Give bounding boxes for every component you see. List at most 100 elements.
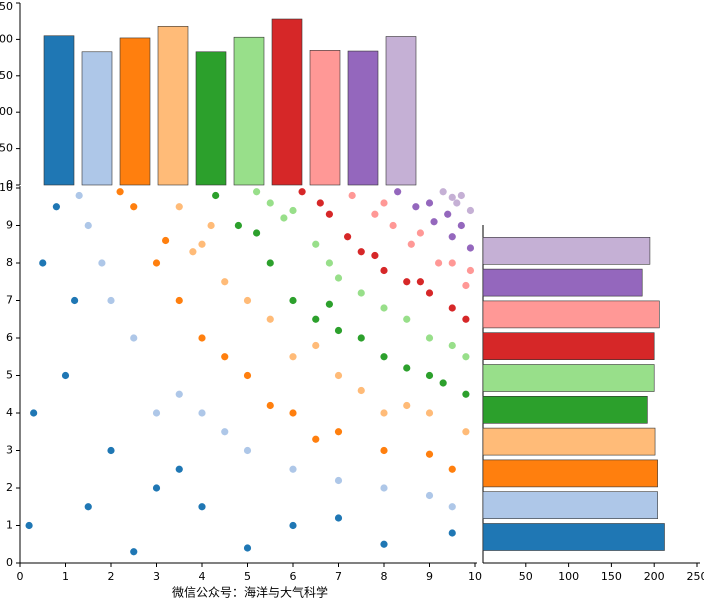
scatter-point (116, 188, 124, 196)
scatter-point (152, 409, 161, 417)
scatter-point (61, 371, 70, 380)
scatter-point (403, 315, 411, 323)
scatter-point (435, 259, 443, 267)
scatter-point (243, 371, 252, 380)
x-tick-label: 0 (17, 570, 24, 583)
scatter-point (444, 210, 452, 218)
scatter-point (325, 300, 333, 308)
scatter-point (130, 334, 138, 342)
scatter-point (266, 315, 274, 323)
scatter-point (334, 326, 343, 335)
scatter-point (457, 191, 465, 200)
bar (482, 332, 655, 361)
scatter-point (462, 428, 470, 436)
x-tick-label: 150 (601, 570, 622, 583)
scatter-point (234, 221, 242, 230)
scatter-point (457, 221, 465, 230)
bar (119, 37, 151, 186)
scatter-point (84, 503, 92, 511)
x-tick-label: 2 (108, 570, 115, 583)
scatter-point (448, 259, 456, 267)
scatter-point (25, 521, 33, 530)
scatter-point (107, 296, 115, 305)
scatter-point (453, 199, 461, 207)
scatter-point (198, 503, 206, 511)
scatter-point (412, 203, 420, 211)
scatter-point (403, 278, 411, 286)
scatter-point (312, 435, 320, 443)
scatter-point (466, 244, 475, 252)
x-tick-label: 200 (644, 570, 665, 583)
x-tick-label: 100 (558, 570, 579, 583)
bar (482, 523, 665, 551)
scatter-point (357, 289, 365, 297)
bar (43, 35, 75, 186)
y-tick-label: 4 (6, 406, 13, 419)
scatter-point (312, 240, 320, 248)
scatter-point (289, 296, 297, 305)
scatter-point (380, 199, 388, 207)
scatter-point (221, 278, 229, 286)
y-tick-label: 8 (6, 256, 13, 269)
scatter-point (380, 266, 388, 275)
scatter-point (462, 353, 470, 361)
bar (482, 364, 655, 392)
bar (385, 36, 417, 186)
scatter-point (448, 341, 456, 350)
scatter-point (325, 210, 333, 218)
scatter-point (380, 540, 388, 548)
y-tick-label: 3 (6, 444, 13, 457)
scatter-point (448, 233, 456, 241)
scatter-point (380, 446, 388, 455)
scatter-point (448, 193, 456, 201)
scatter-point (39, 259, 47, 267)
scatter-point (357, 334, 365, 342)
scatter-point (425, 289, 434, 297)
scatter-point (289, 521, 297, 530)
bar (482, 268, 643, 297)
bar (482, 237, 651, 265)
x-tick-label: 5 (244, 570, 251, 583)
scatter-point (325, 259, 333, 267)
y-tick-label: 200 (0, 32, 13, 45)
y-tick-label: 10 (0, 181, 13, 194)
bar (482, 459, 658, 488)
scatter-point (448, 529, 456, 537)
caption: 微信公众号：海洋与大气科学 (172, 585, 328, 600)
scatter-point (221, 353, 229, 361)
y-tick-label: 9 (6, 219, 13, 232)
scatter-point (289, 353, 297, 361)
scatter-point (394, 188, 402, 196)
scatter-point (107, 446, 115, 455)
y-tick-label: 150 (0, 69, 13, 82)
x-tick-label: 1 (62, 570, 69, 583)
scatter-point (462, 390, 470, 398)
scatter-point (243, 446, 252, 455)
x-tick-label: 6 (290, 570, 297, 583)
bar (482, 491, 658, 520)
x-tick-label: 3 (153, 570, 160, 583)
bar (157, 25, 189, 186)
scatter-point (175, 465, 183, 473)
scatter-point (425, 199, 434, 207)
bar (347, 50, 379, 186)
scatter-point (334, 476, 343, 485)
scatter-point (371, 210, 379, 218)
scatter-point (448, 503, 456, 511)
x-tick-label: 250 (687, 570, 704, 583)
scatter-point (425, 450, 434, 458)
x-tick-label: 8 (381, 570, 388, 583)
scatter-point (357, 386, 365, 395)
y-tick-label: 50 (0, 142, 13, 155)
x-tick-label: 4 (199, 570, 206, 583)
scatter-point (334, 274, 343, 282)
scatter-point (289, 465, 297, 473)
x-tick-label: 10 (468, 570, 482, 583)
scatter-point (152, 259, 161, 267)
scatter-point (425, 409, 434, 417)
bar (482, 427, 656, 456)
scatter-point (298, 188, 306, 196)
scatter-point (334, 371, 343, 380)
scatter-point (75, 191, 83, 200)
scatter-point (425, 371, 434, 380)
